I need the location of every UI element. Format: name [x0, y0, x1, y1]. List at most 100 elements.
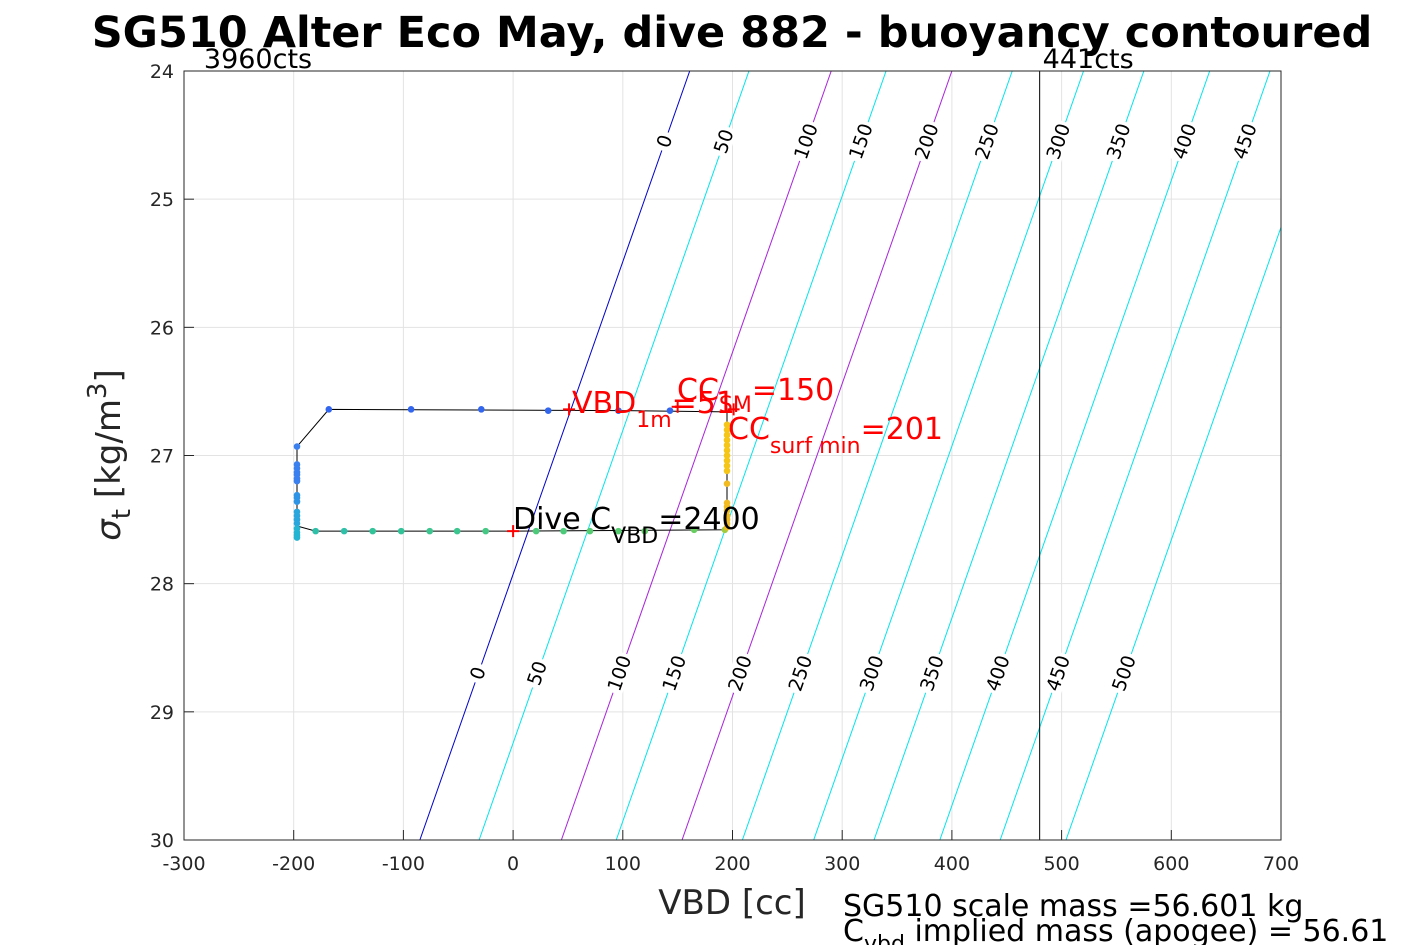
- contour-label-bg: [1101, 118, 1135, 164]
- contour-label-bg: [1041, 650, 1074, 696]
- red-plus-marker: [671, 400, 684, 413]
- x-tick-label: 500: [1043, 853, 1079, 875]
- contour-label-bg: [854, 650, 888, 696]
- dive-sample-point: [690, 526, 698, 534]
- contour-label: 450: [1228, 118, 1262, 164]
- contour-label: 150: [844, 118, 878, 164]
- contour-label-bg: [602, 650, 636, 696]
- contour-label: 400: [981, 650, 1015, 696]
- dive-sample-point: [615, 527, 622, 535]
- annotation-cc-sm: CCSM=150: [677, 373, 834, 418]
- chart-title: SG510 Alter Eco May, dive 882 - buoyancy…: [92, 8, 1373, 58]
- dive-sample-point: [325, 406, 333, 413]
- contour-label-bg: [723, 650, 756, 696]
- contour-label-bg: [1107, 650, 1140, 696]
- contour-label: 100: [789, 118, 823, 164]
- footer-implied-mass: Cvbd implied mass (apogee) = 56.61: [843, 914, 1388, 945]
- annotation-dive-c-vbd: Dive CVBD=2400: [513, 502, 760, 549]
- y-tick-label: 27: [150, 446, 174, 468]
- dive-sample-point: [397, 527, 405, 535]
- y-tick-label: 25: [150, 189, 174, 211]
- x-tick-label: -300: [162, 853, 205, 875]
- contour-label-bg: [1041, 118, 1075, 164]
- dive-samples: [293, 406, 731, 541]
- y-axis-label: σt [kg/m3]: [83, 369, 137, 541]
- y-tick-label: 26: [150, 317, 174, 339]
- buoyancy-contours: [419, 71, 1281, 840]
- contour-label-bg: [708, 123, 738, 159]
- dive-sample-point: [666, 407, 674, 414]
- dive-sample-point: [723, 523, 731, 531]
- contour-label: 200: [909, 118, 944, 164]
- contour-label-text: 250: [784, 653, 817, 695]
- contour-label-text: 500: [1108, 653, 1141, 695]
- contour-line: [1065, 225, 1281, 840]
- dive-sample-point: [426, 527, 434, 535]
- red-plus-marker: [727, 403, 740, 416]
- dive-sample-point: [369, 527, 376, 535]
- footer-scale-mass: SG510 scale mass =56.601 kg: [843, 889, 1303, 924]
- contour-label-text: 400: [982, 653, 1015, 695]
- dive-sample-point: [544, 407, 552, 414]
- dive-sample-point: [723, 431, 731, 439]
- x-axis-label: VBD [cc]: [658, 883, 806, 923]
- axis-ticks: -300 -200 -100 0 100 200 300 400 500 600 700242526…: [150, 61, 1299, 875]
- dive-sample-point: [407, 406, 415, 413]
- dive-sample-point: [641, 527, 649, 535]
- contour-label: 350: [1101, 118, 1136, 164]
- contour-label-bg: [981, 650, 1014, 696]
- dive-sample-point: [723, 426, 731, 434]
- x-tick-label: -200: [272, 853, 315, 875]
- dive-sample-point: [453, 527, 461, 535]
- contour-label: 0: [464, 660, 491, 686]
- dive-sample-point: [615, 407, 622, 414]
- contour-label-text: 450: [1229, 121, 1262, 163]
- contour-label-text: 150: [845, 121, 878, 163]
- y-tick-label: 29: [150, 702, 174, 724]
- grid: [183, 70, 1282, 841]
- contour-label-text: 350: [916, 653, 949, 695]
- contour-label-text: 100: [603, 653, 636, 695]
- x-tick-label: 0: [507, 853, 519, 875]
- x-tick-label: 100: [605, 853, 641, 875]
- key-markers: [507, 400, 740, 538]
- y-tick-label: 30: [150, 830, 174, 852]
- contour-label: 400: [1167, 118, 1202, 164]
- contour-label-bg: [1228, 118, 1261, 164]
- dive-sample-point: [586, 527, 594, 535]
- dive-sample-point: [723, 462, 731, 470]
- y-tick-label: 24: [150, 61, 174, 83]
- contour-label: 250: [783, 650, 817, 696]
- contour-line: [681, 71, 953, 840]
- x-tick-label: 700: [1263, 853, 1299, 875]
- annotation-cc-surf-min: CCsurf min=201: [728, 412, 943, 459]
- contour-label-text: 300: [1042, 121, 1075, 163]
- contour-label-bg: [915, 650, 948, 696]
- contour-label-bg: [909, 118, 943, 164]
- red-plus-marker: [507, 525, 520, 538]
- contour-label-text: 200: [724, 653, 757, 695]
- contour-line: [615, 71, 887, 840]
- contour-line: [560, 71, 832, 840]
- x-tick-label: 400: [934, 853, 970, 875]
- contour-label-text: 400: [1169, 121, 1202, 163]
- contour-label-text: 100: [790, 121, 823, 163]
- contour-label: 250: [970, 118, 1004, 164]
- x-tick-label: 300: [824, 853, 860, 875]
- dive-sample-point: [723, 421, 731, 429]
- dive-sample-point: [477, 406, 485, 413]
- contour-label-bg: [789, 118, 822, 164]
- contour-label-bg: [651, 128, 677, 154]
- contour-label: 300: [854, 650, 889, 696]
- dive-sample-point: [723, 441, 731, 449]
- dive-sample-point: [723, 457, 731, 464]
- x-tick-label: 600: [1153, 853, 1189, 875]
- dive-sample-point: [293, 534, 301, 541]
- dive-sample-point: [482, 527, 489, 535]
- dive-sample-point: [532, 527, 540, 535]
- contour-label-bg: [970, 118, 1003, 164]
- contour-label: 200: [723, 650, 757, 696]
- contour-label-text: 450: [1042, 653, 1075, 695]
- vbd-limits: 3960cts 441cts: [183, 44, 1134, 840]
- contour-label-bg: [464, 660, 490, 686]
